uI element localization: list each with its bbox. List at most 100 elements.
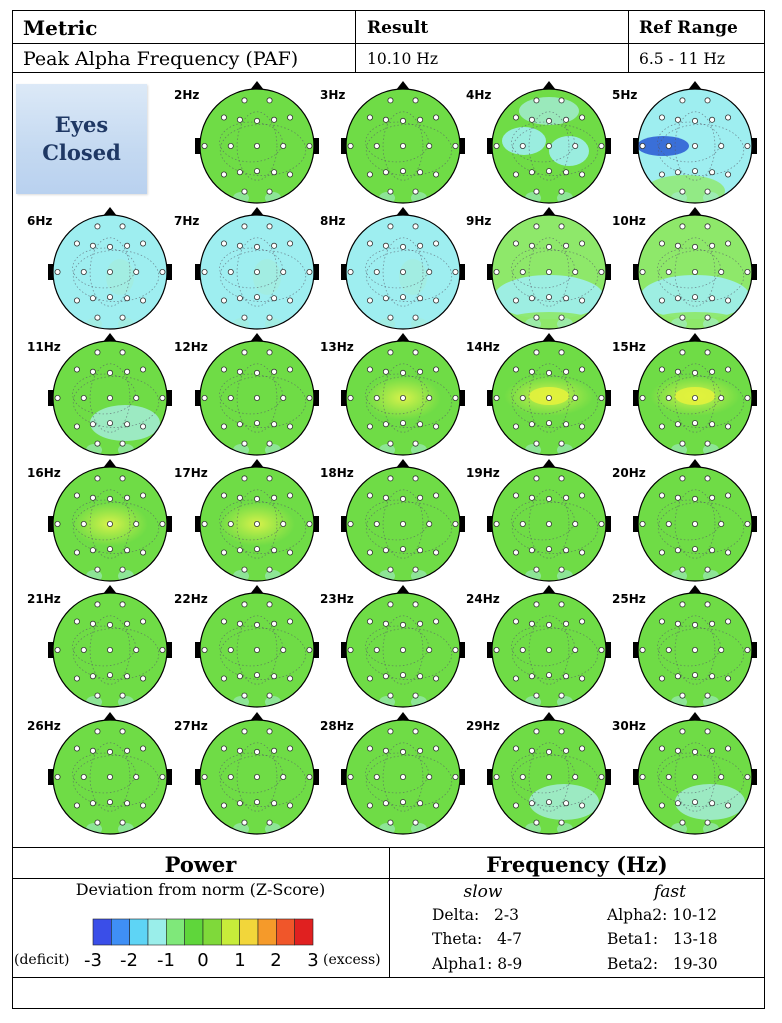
power-title: Power: [164, 851, 237, 877]
colorbar-segment: [276, 918, 295, 946]
topomap-label: 11Hz: [27, 340, 61, 354]
topomap-3Hz: [341, 81, 465, 204]
colorbar-segment: [166, 918, 185, 946]
colorbar-segment: [111, 918, 130, 946]
topomap-24Hz: [487, 585, 611, 708]
topomap-label: 17Hz: [174, 466, 208, 480]
divider: [389, 847, 390, 978]
band-theta: Theta: 4-7: [432, 930, 522, 948]
colorbar-segment: [221, 918, 240, 946]
topomap-label: 15Hz: [612, 340, 646, 354]
eyes-closed-badge: Eyes Closed: [16, 84, 147, 194]
topomap-label: 5Hz: [612, 88, 638, 102]
topomap-8Hz: [341, 207, 465, 330]
topomap-23Hz: [341, 585, 465, 708]
divider: [12, 72, 765, 73]
topomap-15Hz: [633, 333, 757, 456]
tick-label: 1: [234, 950, 246, 971]
divider: [12, 847, 765, 848]
result-value: 10.10 Hz: [367, 49, 438, 68]
ref-range-header: Ref Range: [639, 18, 738, 38]
topomap-label: 7Hz: [174, 214, 200, 228]
band-beta1: Beta1: 13-18: [607, 930, 718, 948]
metric-value: Peak Alpha Frequency (PAF): [23, 47, 299, 70]
topomap-label: 3Hz: [320, 88, 346, 102]
topomap-19Hz: [487, 459, 611, 582]
tick-label: 2: [270, 950, 282, 971]
topomap-label: 10Hz: [612, 214, 646, 228]
topomap-label: 9Hz: [466, 214, 492, 228]
topomap-label: 25Hz: [612, 592, 646, 606]
band-beta2: Beta2: 19-30: [607, 955, 718, 973]
topomap-label: 20Hz: [612, 466, 646, 480]
tick-label: -2: [120, 950, 138, 971]
topomap-label: 23Hz: [320, 592, 354, 606]
topomap-14Hz: [487, 333, 611, 456]
divider: [628, 10, 629, 73]
topomap-7Hz: [195, 207, 319, 330]
condition-label-line2: Closed: [42, 140, 121, 165]
topomap-25Hz: [633, 585, 757, 708]
colorbar-segment: [239, 918, 259, 946]
colorbar-segment: [129, 918, 149, 946]
tick-label: 3: [307, 950, 319, 971]
divider: [12, 878, 765, 879]
fast-label: fast: [654, 882, 686, 902]
topomap-label: 2Hz: [174, 88, 200, 102]
topomap-28Hz: [341, 712, 465, 835]
topomap-label: 28Hz: [320, 719, 354, 733]
topomap-30Hz: [633, 712, 757, 835]
topomap-18Hz: [341, 459, 465, 582]
result-header: Result: [367, 18, 429, 38]
topomap-label: 30Hz: [612, 719, 646, 733]
topomap-label: 18Hz: [320, 466, 354, 480]
topomap-13Hz: [341, 333, 465, 456]
topomap-21Hz: [48, 585, 172, 708]
colorbar-segment: [294, 918, 314, 946]
excess-label: (excess): [323, 952, 381, 968]
topomap-26Hz: [48, 712, 172, 835]
frequency-title: Frequency (Hz): [486, 851, 668, 877]
zscore-label: Deviation from norm (Z-Score): [75, 880, 326, 899]
slow-label: slow: [463, 882, 503, 902]
divider: [355, 10, 356, 73]
deficit-label: (deficit): [14, 952, 70, 968]
topomap-label: 14Hz: [466, 340, 500, 354]
tick-label: -1: [157, 950, 175, 971]
tick-label: 0: [197, 950, 209, 971]
band-alpha2: Alpha2: 10-12: [607, 906, 717, 924]
topomap-label: 24Hz: [466, 592, 500, 606]
topomap-17Hz: [195, 459, 319, 582]
report-frame: [12, 10, 765, 1009]
colorbar-segment: [147, 918, 167, 946]
topomap-label: 8Hz: [320, 214, 346, 228]
topomap-27Hz: [195, 712, 319, 835]
topomap-4Hz: [487, 81, 611, 204]
topomap-label: 27Hz: [174, 719, 208, 733]
topomap-grid: [48, 81, 757, 835]
topomap-29Hz: [487, 712, 611, 835]
topomap-label: 19Hz: [466, 466, 500, 480]
condition-label-line1: Eyes: [54, 112, 109, 137]
zscore-colorbar: [92, 918, 314, 946]
topomap-20Hz: [633, 459, 757, 582]
topomap-label: 16Hz: [27, 466, 61, 480]
tick-label: -3: [84, 950, 102, 971]
colorbar-segment: [184, 918, 204, 946]
topomap-6Hz: [48, 207, 172, 330]
topomap-label: 22Hz: [174, 592, 208, 606]
metric-header: Metric: [23, 16, 98, 40]
topomap-10Hz: [633, 207, 757, 330]
topomap-label: 13Hz: [320, 340, 354, 354]
topomap-label: 12Hz: [174, 340, 208, 354]
divider: [12, 43, 765, 44]
topomap-12Hz: [195, 333, 319, 456]
topomap-22Hz: [195, 585, 319, 708]
band-alpha1: Alpha1: 8-9: [432, 955, 523, 973]
colorbar-segment: [92, 918, 112, 946]
colorbar-segment: [202, 918, 222, 946]
topomap-label: 29Hz: [466, 719, 500, 733]
topomap-label: 21Hz: [27, 592, 61, 606]
divider: [12, 977, 765, 978]
topomap-label: 6Hz: [27, 214, 53, 228]
